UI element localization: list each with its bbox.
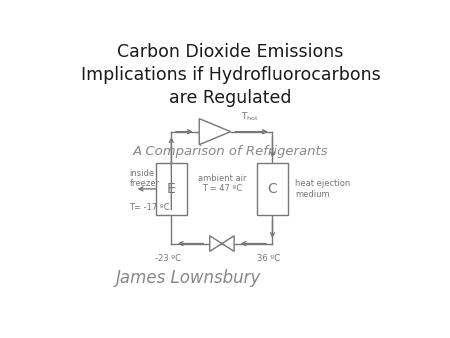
Text: James Lownsbury: James Lownsbury xyxy=(116,268,261,287)
Text: T= -17 ºC: T= -17 ºC xyxy=(130,202,170,212)
Text: inside
freezer: inside freezer xyxy=(130,169,159,188)
Text: heat ejection
medium: heat ejection medium xyxy=(295,179,351,199)
Polygon shape xyxy=(199,119,230,145)
Text: -23 ºC: -23 ºC xyxy=(155,254,181,263)
Polygon shape xyxy=(222,236,234,251)
Text: 36 ºC: 36 ºC xyxy=(257,254,280,263)
Text: T$_\mathregular{hot}$: T$_\mathregular{hot}$ xyxy=(241,110,259,123)
Text: A Comparison of Refrigerants: A Comparison of Refrigerants xyxy=(133,145,328,158)
Text: ambient air
T = 47 ºC: ambient air T = 47 ºC xyxy=(198,174,246,193)
Bar xyxy=(156,163,187,215)
Text: E: E xyxy=(167,182,176,196)
Text: C: C xyxy=(268,182,277,196)
Bar xyxy=(257,163,288,215)
Text: Carbon Dioxide Emissions
Implications if Hydrofluorocarbons
are Regulated: Carbon Dioxide Emissions Implications if… xyxy=(81,43,381,107)
Polygon shape xyxy=(210,236,222,251)
